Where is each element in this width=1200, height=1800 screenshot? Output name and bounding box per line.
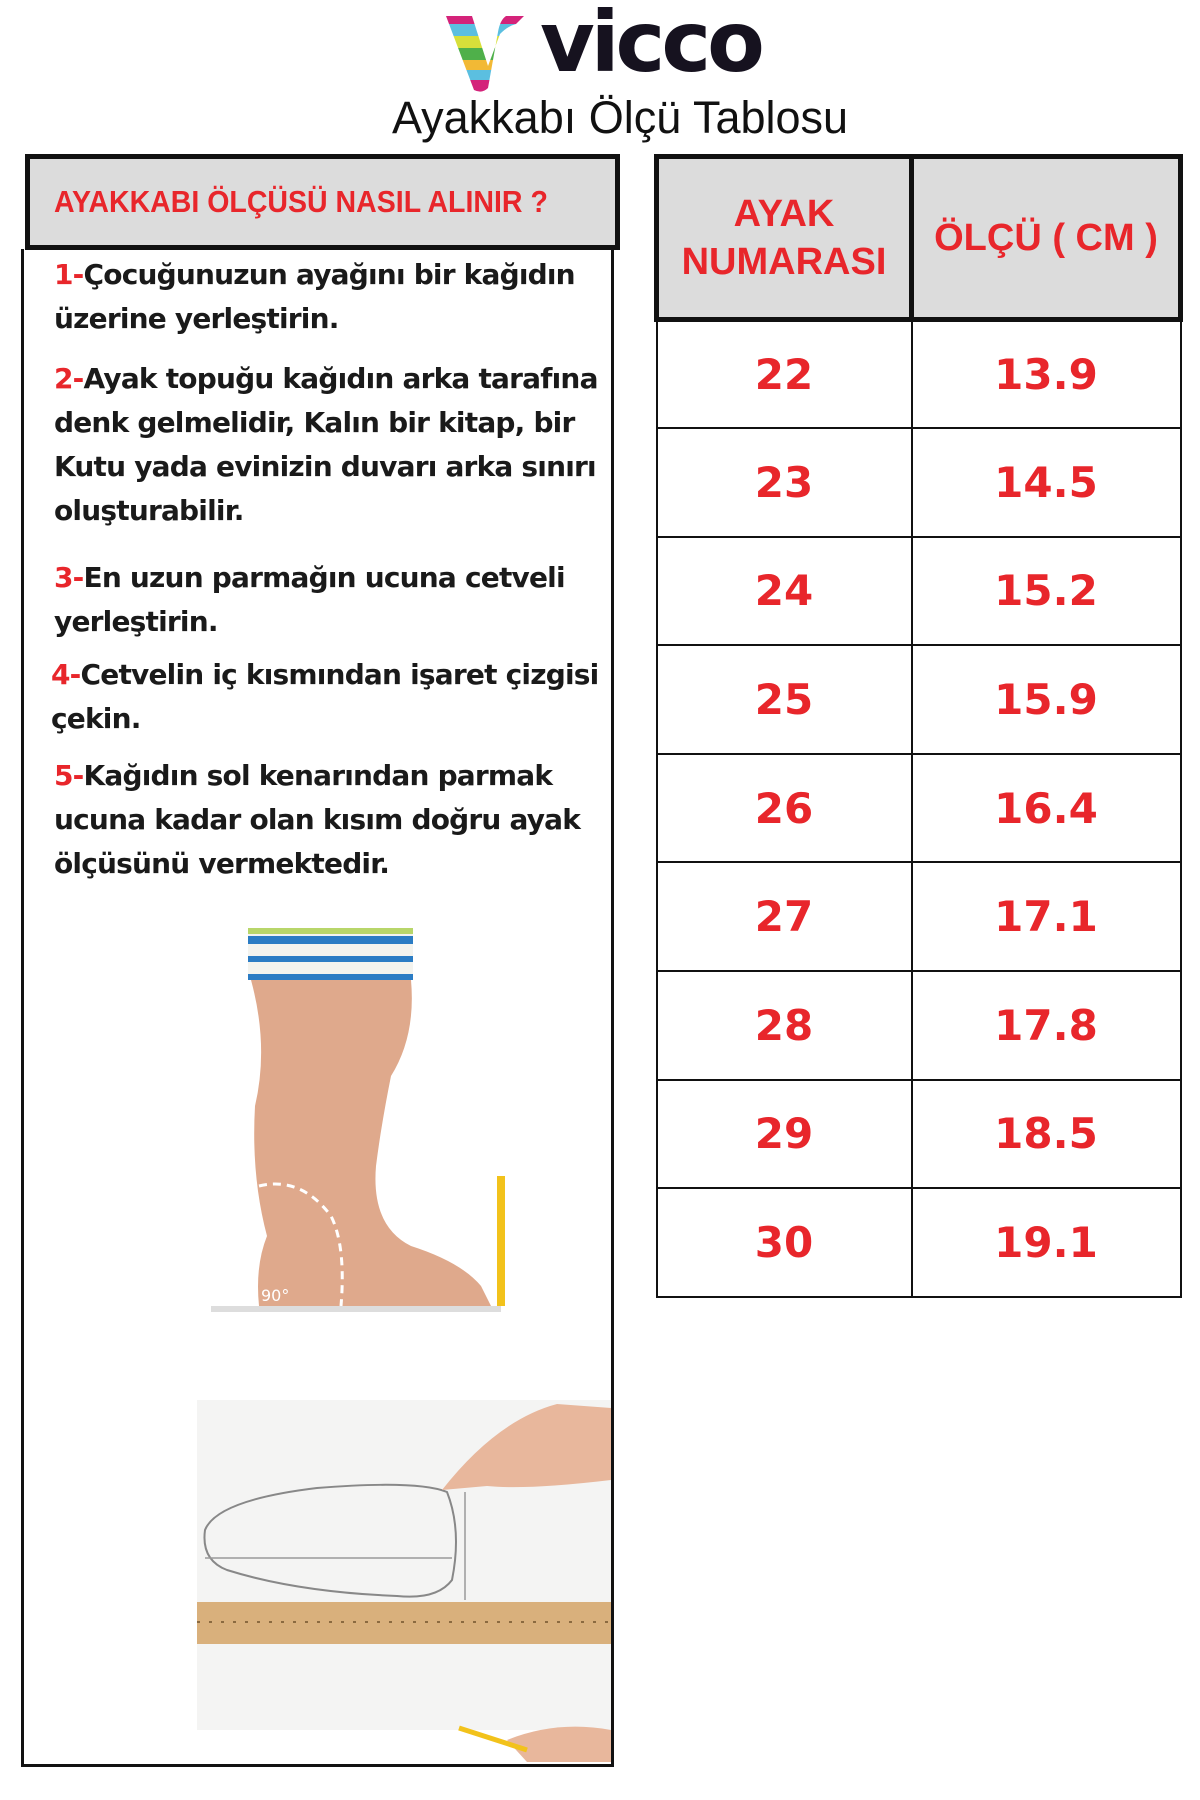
step-2: 2-Ayak topuğu kağıdın arka tarafına denk… [54, 357, 614, 533]
step-number: 3- [54, 561, 84, 594]
step-4: 4-Cetvelin iç kısmından işaret çizgisi ç… [51, 653, 611, 741]
step-text: Cetvelin iç kısmından işaret çizgisi çek… [51, 658, 599, 735]
v-logo-icon [446, 16, 524, 92]
step-text: En uzun parmağın ucuna cetveli yerleştir… [54, 561, 566, 638]
step-number: 1- [54, 258, 84, 291]
step-text: Kağıdın sol kenarından parmak ucuna kada… [54, 759, 581, 880]
table-row: 27 17.1 [655, 861, 1182, 973]
step-number: 5- [54, 759, 84, 792]
step-text: Çocuğunuzun ayağını bir kağıdın üzerine … [54, 258, 576, 335]
brand-name: vicco [540, 0, 765, 91]
foot-number-cell: 23 [655, 427, 913, 538]
foot-number-cell: 29 [655, 1078, 913, 1190]
foot-tracing-photo [197, 1400, 611, 1762]
table-row: 22 13.9 [655, 318, 1182, 430]
measure-cm-cell: 14.5 [910, 427, 1182, 538]
vicco-logo: vicco [444, 0, 765, 94]
measure-cm-cell: 17.8 [910, 970, 1182, 1081]
guide-heading-box: AYAKKABI ÖLÇÜSÜ NASIL ALINIR ? [25, 154, 620, 250]
step-3: 3-En uzun parmağın ucuna cetveli yerleşt… [54, 556, 614, 644]
table-row: 26 16.4 [655, 752, 1182, 864]
measure-cm-cell: 16.4 [910, 752, 1182, 864]
table-row: 23 14.5 [655, 427, 1182, 538]
header-measure-cm: ÖLÇÜ ( CM ) [909, 154, 1183, 322]
size-table: AYAK NUMARASI ÖLÇÜ ( CM ) 22 13.9 23 14.5 24 1… [654, 154, 1183, 1298]
step-number: 2- [54, 362, 84, 395]
header-foot-number: AYAK NUMARASI [654, 154, 914, 322]
angle-label: 90° [261, 1286, 289, 1305]
measure-cm-cell: 17.1 [910, 861, 1182, 973]
foot-number-cell: 27 [655, 861, 913, 973]
foot-number-cell: 24 [655, 535, 913, 647]
table-row: 30 19.1 [655, 1187, 1182, 1298]
foot-number-cell: 25 [655, 644, 913, 755]
size-table-header: AYAK NUMARASI ÖLÇÜ ( CM ) [654, 154, 1183, 322]
guide-body: 1-Çocuğunuzun ayağını bir kağıdın üzerin… [21, 249, 614, 1767]
measure-cm-cell: 15.2 [910, 535, 1182, 647]
measure-cm-cell: 15.9 [910, 644, 1182, 755]
measure-cm-cell: 19.1 [910, 1187, 1182, 1298]
foot-number-cell: 22 [655, 318, 913, 430]
guide-heading: AYAKKABI ÖLÇÜSÜ NASIL ALINIR ? [54, 184, 548, 219]
step-text: Ayak topuğu kağıdın arka tarafına denk g… [54, 362, 598, 527]
page-title: Ayakkabı Ölçü Tablosu [391, 92, 849, 143]
step-5: 5-Kağıdın sol kenarından parmak ucuna ka… [54, 754, 614, 886]
table-row: 29 18.5 [655, 1078, 1182, 1190]
table-row: 25 15.9 [655, 644, 1182, 755]
foot-number-cell: 30 [655, 1187, 913, 1298]
foot-number-cell: 26 [655, 752, 913, 864]
foot-number-cell: 28 [655, 970, 913, 1081]
measure-cm-cell: 13.9 [910, 318, 1182, 430]
step-number: 4- [51, 658, 81, 691]
measure-cm-cell: 18.5 [910, 1078, 1182, 1190]
baby-foot-photo: 90° [211, 928, 505, 1312]
table-row: 28 17.8 [655, 970, 1182, 1081]
table-row: 24 15.2 [655, 535, 1182, 647]
step-1: 1-Çocuğunuzun ayağını bir kağıdın üzerin… [54, 253, 614, 341]
